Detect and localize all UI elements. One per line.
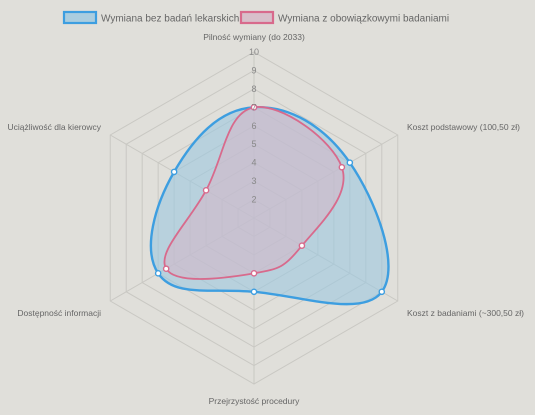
tick-label: 6 <box>251 121 256 131</box>
axis-label: Dostępność informacji <box>17 308 101 318</box>
legend-swatch[interactable] <box>239 10 275 25</box>
axis-label: Koszt podstawowy (100,50 zł) <box>407 122 520 132</box>
points-layer <box>154 104 386 296</box>
data-point[interactable] <box>298 242 306 249</box>
data-point[interactable] <box>162 265 170 273</box>
data-point[interactable] <box>250 104 258 111</box>
axis-label: Pilność wymiany (do 2033) <box>203 32 305 42</box>
tick-labels: 2 3 4 5 6 7 8 9 10 <box>249 47 259 205</box>
tick-label: 2 <box>251 195 256 205</box>
tick-label: 4 <box>251 158 256 168</box>
axis-label: Uciążliwość dla kierowcy <box>7 122 101 132</box>
tick-label: 9 <box>251 65 256 75</box>
data-point[interactable] <box>346 159 354 166</box>
tick-label: 7 <box>251 102 256 112</box>
legend-label[interactable]: Wymiana z obowiązkowymi badaniami <box>278 14 449 25</box>
data-point[interactable] <box>250 270 258 277</box>
tick-label: 5 <box>251 139 256 149</box>
data-point[interactable] <box>202 187 210 194</box>
tick-label: 3 <box>251 176 256 186</box>
data-point[interactable] <box>250 288 258 296</box>
tick-label: 8 <box>251 84 256 94</box>
axis-label: Przejrzystość procedury <box>209 396 300 406</box>
data-point[interactable] <box>338 163 346 171</box>
legend-label[interactable]: Wymiana bez badań lekarskich <box>101 14 239 25</box>
series-layer <box>149 106 390 306</box>
legend-swatch[interactable] <box>62 10 98 25</box>
data-point[interactable] <box>378 288 386 296</box>
data-point[interactable] <box>170 168 178 176</box>
axis-label: Koszt z badaniami (~300,50 zł) <box>407 308 524 318</box>
tick-label: 10 <box>249 47 259 57</box>
legend: Wymiana bez badań lekarskich Wymiana z ob… <box>62 10 449 25</box>
axis-labels: Pilność wymiany (do 2033) Koszt podstawow… <box>7 32 524 406</box>
data-point[interactable] <box>154 270 162 277</box>
